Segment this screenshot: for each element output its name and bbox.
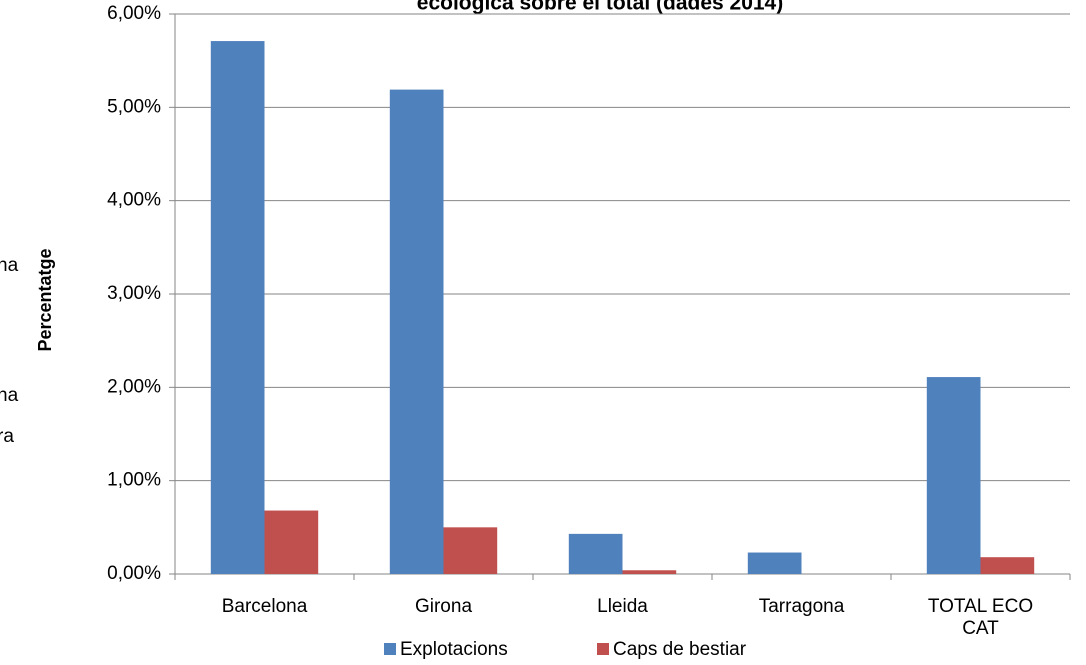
x-tick-label: Barcelona [221, 596, 308, 617]
bar [210, 41, 265, 575]
legend-label: Explotacions [400, 639, 508, 660]
bar [443, 527, 498, 574]
y-tick-label: 3,00% [107, 283, 161, 304]
x-tick-label: Lleida [597, 596, 648, 617]
y-tick-label: 5,00% [107, 96, 161, 117]
side-fragment: na [0, 385, 19, 406]
x-tick-label: Tarragona [758, 596, 845, 617]
y-tick-label: 6,00% [107, 3, 161, 24]
legend-swatch [597, 643, 609, 655]
legend-label: Caps de bestiar [613, 639, 747, 660]
side-fragment: na [0, 255, 19, 276]
bar [926, 377, 981, 574]
bar [980, 557, 1035, 574]
x-tick-label: TOTAL ECO CAT [927, 596, 1034, 639]
bar [264, 510, 319, 574]
bar [747, 552, 802, 574]
y-axis-label: Percentatge [35, 248, 55, 351]
y-tick-label: 2,00% [107, 376, 161, 397]
y-tick-label: 4,00% [107, 190, 161, 211]
side-fragment: ra [0, 426, 14, 447]
x-tick-label: Girona [414, 596, 473, 617]
y-tick-label: 1,00% [107, 470, 161, 491]
bar [389, 89, 444, 574]
y-tick-label: 0,00% [107, 563, 161, 584]
chart-title: ecològica sobre el total (dades 2014) [417, 0, 783, 15]
legend-swatch [384, 643, 396, 655]
bar [568, 533, 623, 574]
bar [622, 570, 677, 574]
